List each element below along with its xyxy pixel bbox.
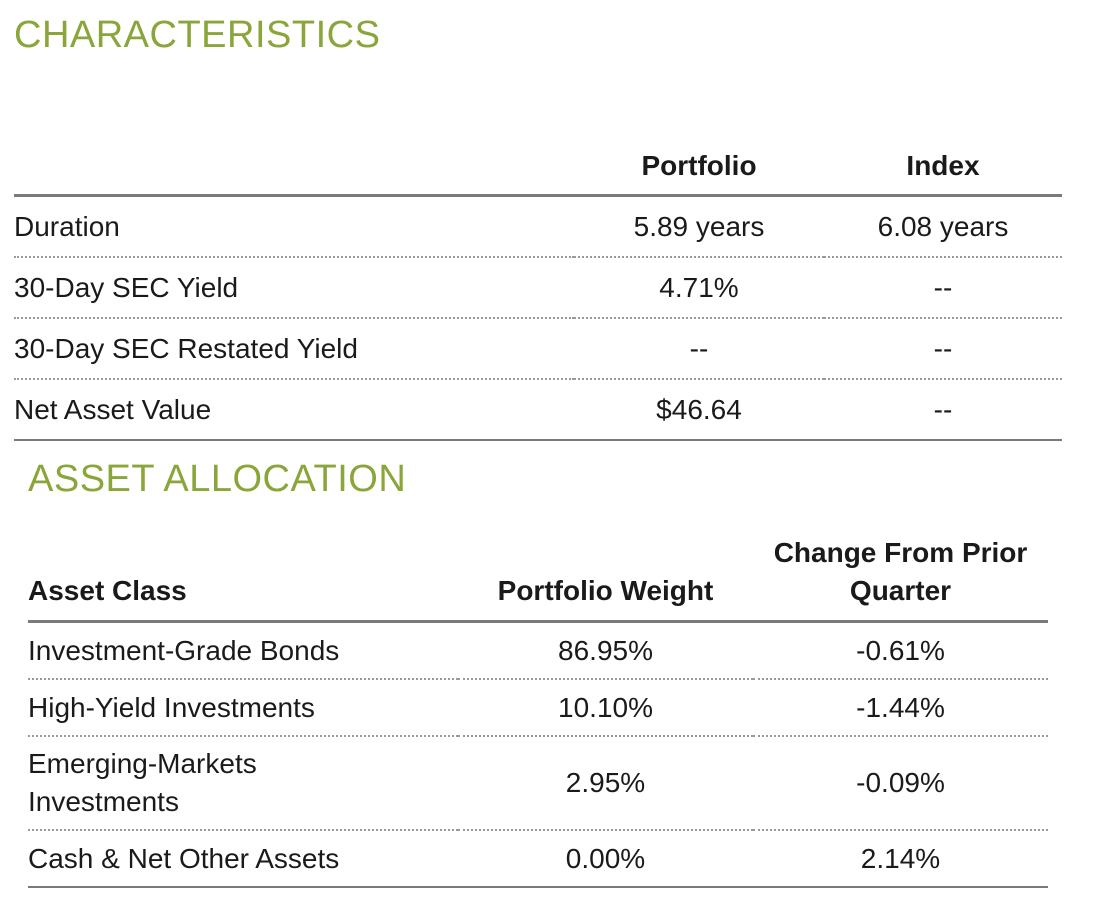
characteristics-header-index: Index	[906, 150, 980, 181]
header-change-line1: Change From Prior	[773, 537, 1028, 568]
row-index-value: 6.08 years	[877, 210, 1009, 242]
table-row: Duration 5.89 years 6.08 years	[14, 196, 1062, 257]
row-index-value: --	[933, 271, 953, 303]
asset-class-label: Investment-Grade Bonds	[28, 634, 340, 666]
row-portfolio-value: $46.64	[656, 393, 742, 425]
row-index-value: --	[933, 332, 953, 364]
asset-allocation-table: Asset Class Portfolio Weight Change From…	[28, 534, 1048, 888]
table-row: Investment-Grade Bonds 86.95% -0.61%	[28, 622, 1048, 679]
asset-allocation-title: ASSET ALLOCATION	[28, 458, 407, 500]
row-label: 30-Day SEC Yield	[14, 271, 239, 303]
header-change-line2: Quarter	[849, 575, 952, 606]
header-change-from-prior-quarter: Change From Prior Quarter	[753, 534, 1048, 622]
change-value: 2.14%	[860, 842, 941, 874]
characteristics-header-label	[14, 138, 574, 196]
table-row: 30-Day SEC Restated Yield -- --	[14, 318, 1062, 379]
table-row: Cash & Net Other Assets 0.00% 2.14%	[28, 830, 1048, 887]
characteristics-title: CHARACTERISTICS	[14, 14, 381, 56]
row-label: 30-Day SEC Restated Yield	[14, 332, 358, 364]
characteristics-table: Portfolio Index Duration 5.89 years 6.08…	[14, 138, 1062, 441]
characteristics-header-portfolio: Portfolio	[641, 150, 757, 181]
characteristics-header-row: Portfolio Index	[14, 138, 1062, 196]
asset-allocation-header-row: Asset Class Portfolio Weight Change From…	[28, 534, 1048, 622]
change-value: -0.61%	[856, 634, 945, 666]
row-portfolio-value: 5.89 years	[633, 210, 765, 242]
row-portfolio-value: 4.71%	[659, 271, 739, 303]
portfolio-weight-value: 86.95%	[558, 634, 653, 666]
change-value: -1.44%	[856, 691, 945, 723]
row-label: Net Asset Value	[14, 393, 212, 425]
row-portfolio-value: --	[689, 332, 709, 364]
table-row: Emerging-Markets Investments 2.95% -0.09…	[28, 736, 1048, 830]
asset-class-label-line1: Emerging-Markets	[28, 748, 257, 779]
asset-class-label: High-Yield Investments	[28, 691, 315, 723]
change-value: -0.09%	[856, 767, 945, 798]
table-row: High-Yield Investments 10.10% -1.44%	[28, 679, 1048, 736]
row-label: Duration	[14, 210, 120, 242]
portfolio-weight-value: 10.10%	[558, 691, 653, 723]
row-index-value: --	[933, 393, 953, 425]
asset-class-label: Emerging-Markets Investments	[28, 736, 458, 830]
portfolio-weight-value: 2.95%	[565, 767, 646, 798]
table-row: 30-Day SEC Yield 4.71% --	[14, 257, 1062, 318]
asset-class-label: Cash & Net Other Assets	[28, 842, 340, 874]
asset-class-label-line2: Investments	[28, 786, 179, 817]
header-portfolio-weight: Portfolio Weight	[497, 575, 714, 606]
table-row: Net Asset Value $46.64 --	[14, 379, 1062, 440]
header-asset-class: Asset Class	[28, 575, 187, 606]
portfolio-weight-value: 0.00%	[565, 842, 646, 874]
